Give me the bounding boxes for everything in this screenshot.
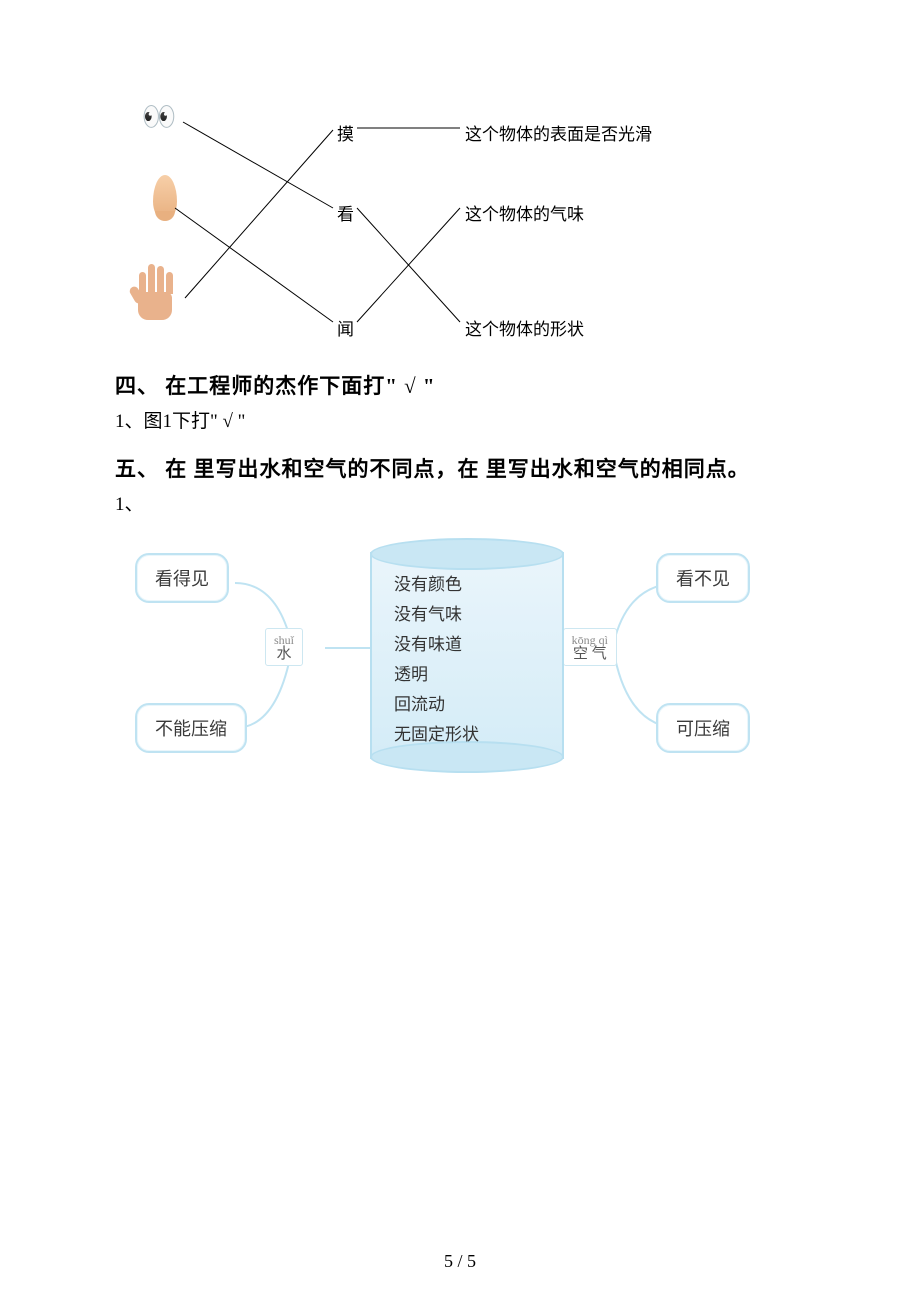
water-cn: 水 — [274, 647, 294, 661]
matching-lines — [125, 90, 785, 350]
shared-properties-list: 没有颜色 没有气味 没有味道 透明 回流动 无固定形状 — [394, 570, 479, 750]
air-compressible: 可压缩 — [656, 703, 750, 753]
section5-line1: 1、 — [115, 489, 805, 516]
shared-no-shape: 无固定形状 — [394, 720, 479, 750]
shared-flow: 回流动 — [394, 690, 479, 720]
sense-matching-diagram: 👀 摸 看 闻 这个物体的表面是否光滑 这个物体的气味 这个物体的形状 — [125, 90, 785, 350]
water-incompressible: 不能压缩 — [135, 703, 247, 753]
air-pinyin: kōng qì — [572, 633, 608, 647]
section5-heading: 五、 在 里写出水和空气的不同点，在 里写出水和空气的相同点。 — [115, 453, 805, 483]
page-number: 5 / 5 — [0, 1251, 920, 1272]
water-visible: 看得见 — [135, 553, 229, 603]
air-label: kōng qì 空 气 — [563, 628, 617, 666]
section4-line1: 1、图1下打" √ " — [115, 406, 805, 433]
air-invisible: 看不见 — [656, 553, 750, 603]
water-pinyin: shuǐ — [274, 633, 294, 647]
shared-no-taste: 没有味道 — [394, 630, 479, 660]
air-cn: 空 气 — [572, 647, 608, 661]
section4-heading: 四、 在工程师的杰作下面打" √ " — [115, 370, 805, 400]
shared-properties-cylinder: 没有颜色 没有气味 没有味道 透明 回流动 无固定形状 — [370, 538, 560, 773]
water-air-diagram: 看得见 不能压缩 看不见 可压缩 shuǐ 水 kōng qì 空 气 没有颜色… — [125, 528, 785, 808]
shared-no-color: 没有颜色 — [394, 570, 479, 600]
water-label: shuǐ 水 — [265, 628, 303, 666]
shared-transparent: 透明 — [394, 660, 479, 690]
shared-no-smell: 没有气味 — [394, 600, 479, 630]
